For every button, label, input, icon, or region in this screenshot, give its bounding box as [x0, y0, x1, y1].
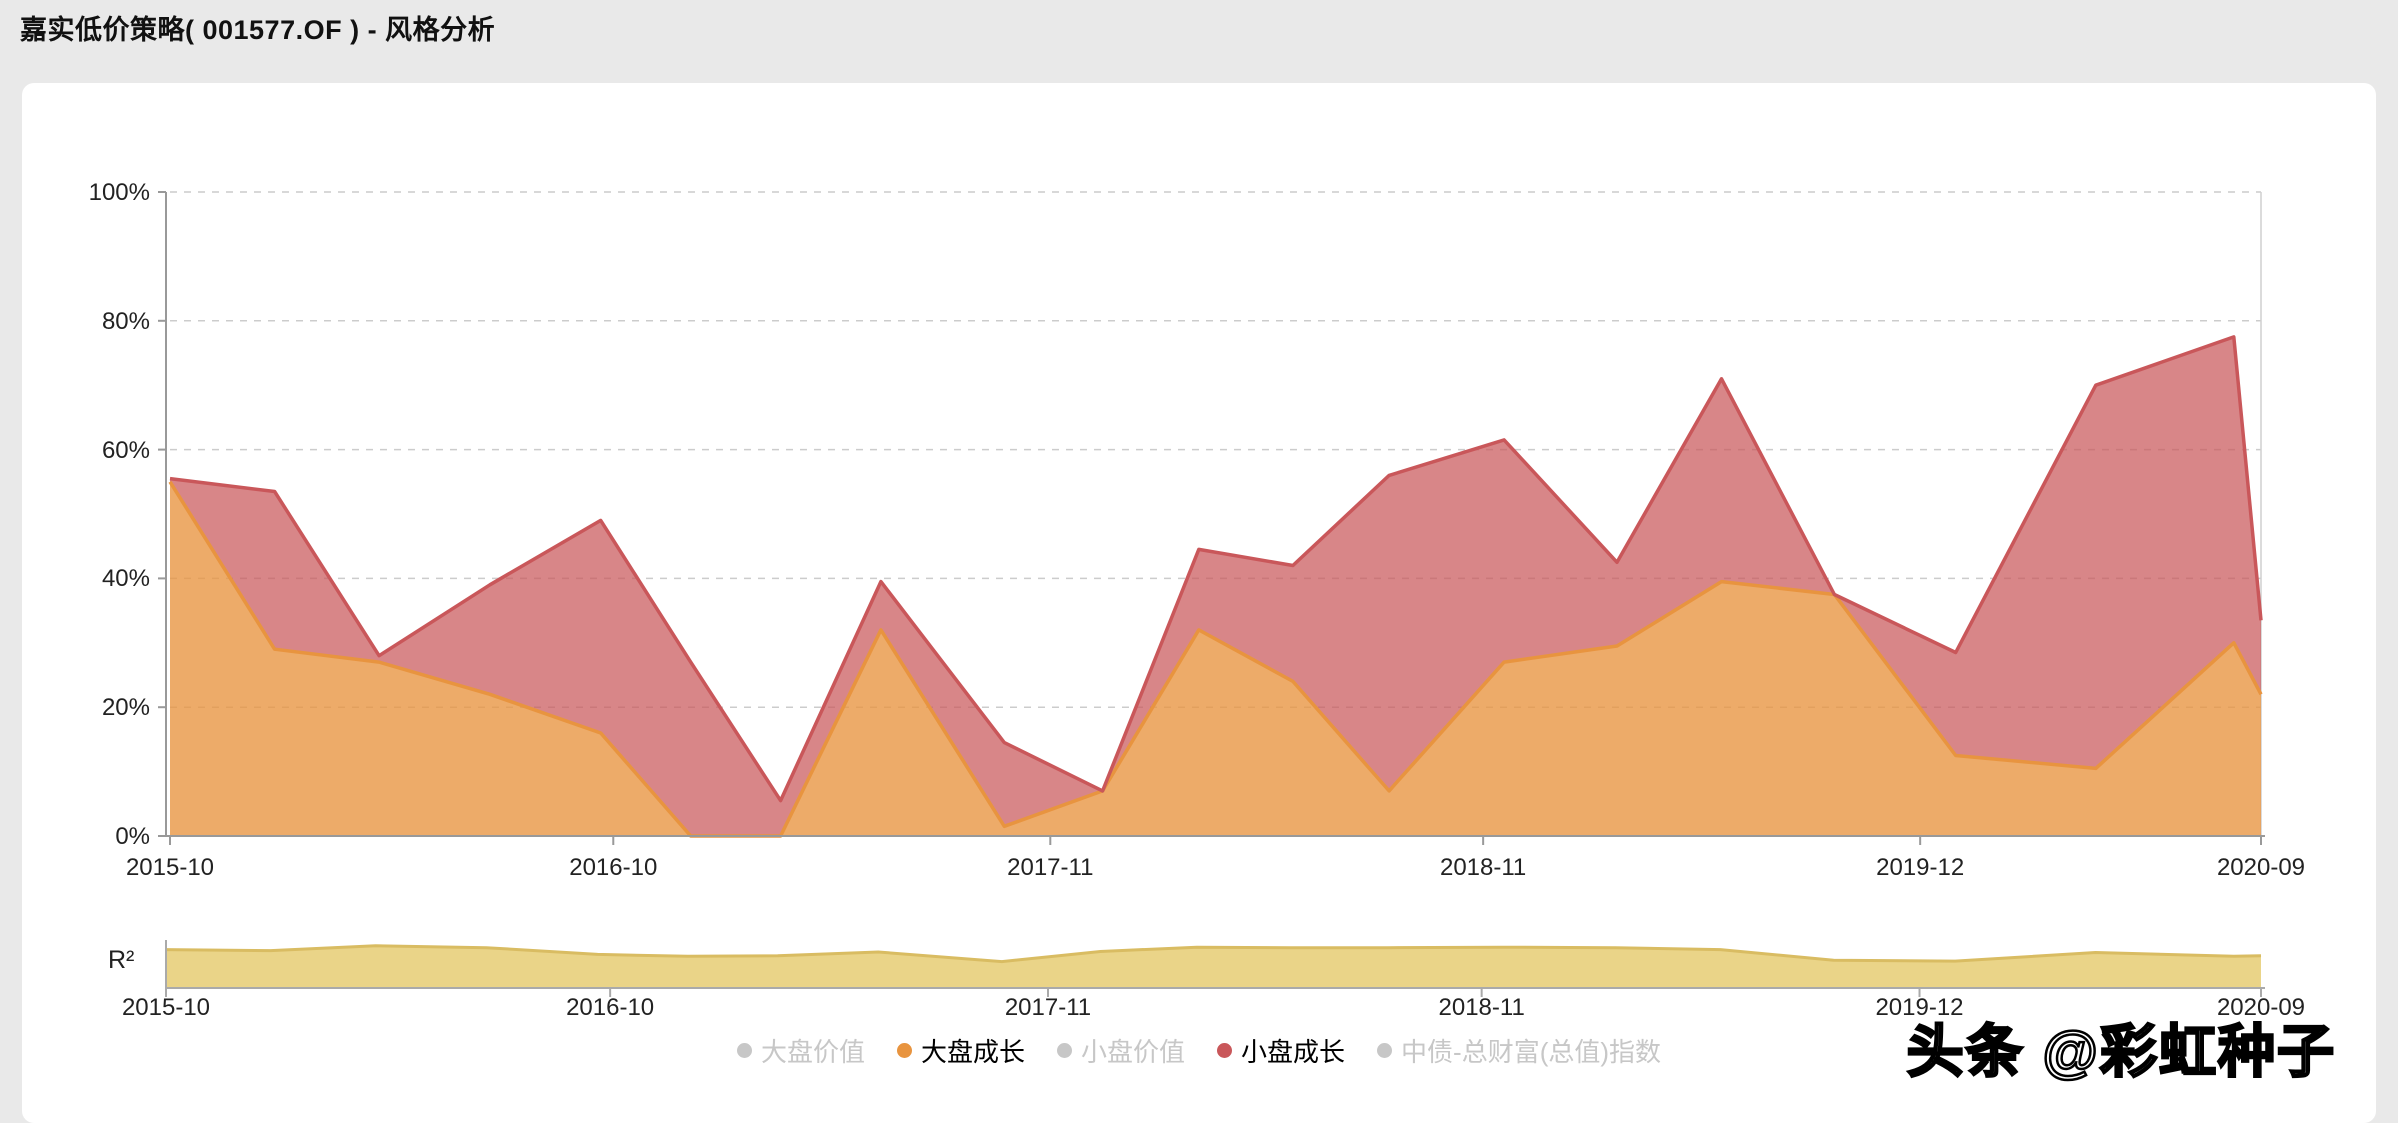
x-axis-tick-label: 2019-12: [1876, 854, 1965, 881]
legend-dot: [736, 1043, 752, 1058]
legend-item-4[interactable]: 小盘成长: [1217, 1032, 1345, 1069]
legend-dot: [1217, 1043, 1233, 1058]
x-axis-tick-label: 2019-12: [1875, 994, 1964, 1021]
legend-label: 小盘价值: [1081, 1037, 1186, 1067]
legend-item-1[interactable]: 大盘价值: [736, 1032, 865, 1069]
x-axis-tick-label: 2018-11: [1439, 854, 1527, 881]
legend-label: 中债-总财富(总值)指数: [1401, 1037, 1662, 1067]
y-axis-tick-label: 0%: [115, 823, 150, 850]
x-axis-tick-label: 2016-10: [569, 854, 658, 881]
y-axis-tick-label: 80%: [101, 307, 150, 335]
watermark: 头条 @彩虹种子: [1905, 1019, 2336, 1086]
x-axis-tick-label: 2015-10: [125, 854, 215, 881]
chart-legend: 大盘价值 大盘成长 小盘价值 小盘成长 中债-总财富(总值)指数: [0, 1032, 2398, 1069]
r2-axis-title: R²: [108, 946, 135, 974]
legend-item-3[interactable]: 小盘价值: [1057, 1032, 1185, 1069]
x-axis-tick-label: 2017-11: [1007, 854, 1094, 881]
legend-label: 大盘价值: [760, 1037, 865, 1067]
page-title: 嘉实低价策略( 001577.OF ) - 风格分析: [20, 15, 496, 45]
x-axis-tick-label: 2018-11: [1438, 994, 1525, 1021]
x-axis-tick-label: 2016-10: [566, 994, 655, 1021]
legend-dot: [1377, 1043, 1393, 1058]
x-axis-tick-label: 2015-10: [121, 994, 211, 1021]
x-axis-tick-label: 2017-11: [1004, 994, 1092, 1021]
legend-dot: [896, 1043, 912, 1058]
legend-label: 小盘成长: [1241, 1037, 1346, 1067]
legend-item-2[interactable]: 大盘成长: [896, 1032, 1025, 1069]
y-axis-tick-label: 100%: [88, 179, 150, 206]
y-axis-tick-label: 20%: [101, 694, 150, 722]
y-axis-tick-label: 60%: [101, 436, 150, 464]
x-axis-tick-label: 2020-09: [2216, 854, 2306, 881]
legend-item-5[interactable]: 中债-总财富(总值)指数: [1377, 1032, 1661, 1069]
y-axis-tick-label: 40%: [101, 565, 150, 593]
legend-dot: [1057, 1043, 1072, 1058]
legend-label: 大盘成长: [920, 1037, 1025, 1067]
x-axis-tick-label: 2020-09: [2216, 994, 2306, 1021]
